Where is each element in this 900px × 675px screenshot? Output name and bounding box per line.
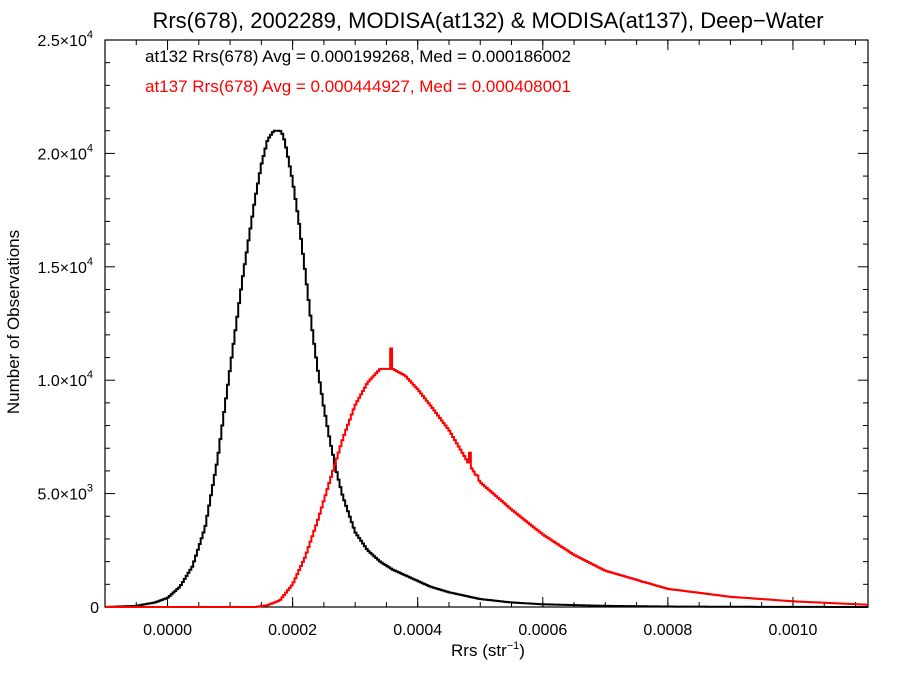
stats-legend: at132 Rrs(678) Avg = 0.000199268, Med = … [145,47,571,96]
x-tick-label: 0.0002 [268,622,317,639]
x-tick-label: 0.0006 [518,622,567,639]
plot-frame [104,39,869,608]
x-tick-label: 0.0000 [143,622,192,639]
x-tick-label: 0.0010 [768,622,817,639]
y-axis-ticks: 0 5.0×103 1.0×104 1.5×104 2.0×104 2.5×104 [37,29,868,617]
series-layer [105,129,868,608]
y-tick-label: 1.5×104 [37,256,93,277]
y-tick-label: 2.0×104 [37,142,93,163]
x-tick-label: 0.0008 [643,622,692,639]
y-tick-label: 5.0×103 [37,483,93,504]
series-stats-at137: at137 Rrs(678) Avg = 0.000444927, Med = … [145,77,571,96]
y-axis-label: Number of Observations [4,230,23,414]
y-tick-label: 1.0×104 [37,369,93,390]
plot-axes [104,39,869,608]
x-tick-label: 0.0004 [393,622,442,639]
series-line-at137 [105,347,868,608]
x-axis-label: Rrs (str−1) [451,640,525,660]
x-axis-ticks: 0.0000 0.0002 0.0004 0.0006 0.0008 0.0010 [104,40,856,639]
y-tick-label: 2.5×104 [37,29,93,50]
series-line-at132 [105,129,868,608]
chart-title: Rrs(678), 2002289, MODISA(at132) & MODIS… [152,8,823,33]
series-stats-at132: at132 Rrs(678) Avg = 0.000199268, Med = … [145,47,571,66]
y-tick-label: 0 [90,600,99,617]
